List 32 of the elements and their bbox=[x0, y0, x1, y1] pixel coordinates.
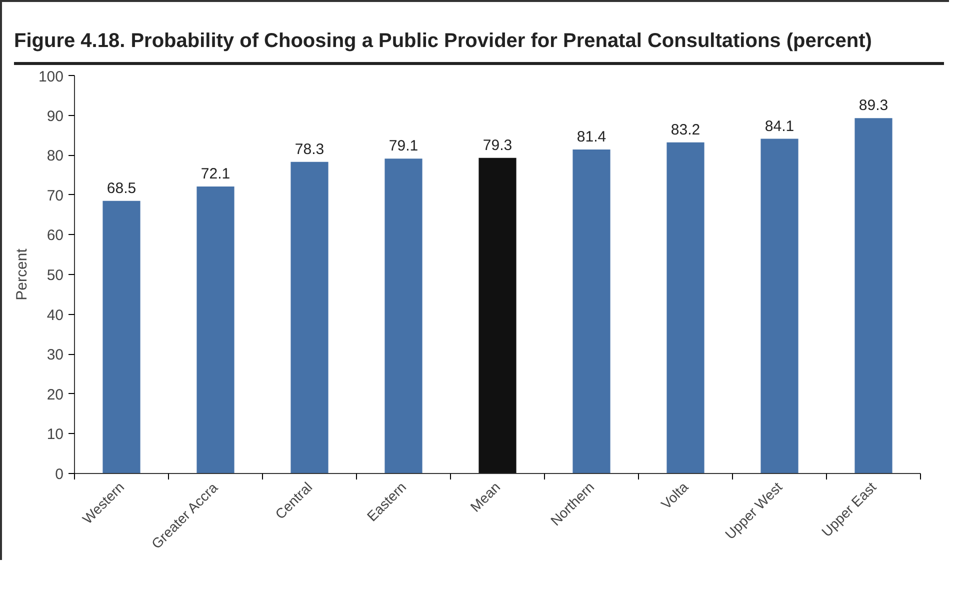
data-label: 89.3 bbox=[858, 97, 888, 114]
data-label: 84.1 bbox=[764, 118, 794, 135]
chart-title: Figure 4.18. Probability of Choosing a Public Provider for Prenatal Consultations (percent) bbox=[14, 29, 872, 54]
y-tick-label: 30 bbox=[46, 346, 64, 364]
bar bbox=[290, 162, 328, 474]
y-tick-label: 70 bbox=[46, 187, 64, 204]
data-label: 72.1 bbox=[200, 166, 230, 183]
bar bbox=[854, 118, 892, 474]
x-tick-label: Volta bbox=[658, 478, 692, 512]
bar bbox=[102, 200, 140, 474]
y-axis-title: Percent bbox=[13, 248, 30, 300]
bar bbox=[384, 158, 422, 474]
y-tick-label: 0 bbox=[55, 466, 64, 483]
y-tick-label: 80 bbox=[46, 148, 64, 165]
bar bbox=[760, 138, 798, 474]
data-label: 68.5 bbox=[106, 180, 136, 197]
data-label: 83.2 bbox=[670, 121, 700, 138]
y-tick-label: 50 bbox=[46, 267, 64, 284]
y-tick-label: 40 bbox=[46, 306, 64, 324]
y-tick-label: 100 bbox=[38, 68, 64, 86]
data-label: 81.4 bbox=[576, 128, 606, 146]
data-label: 78.3 bbox=[294, 140, 324, 158]
bar bbox=[196, 186, 234, 474]
y-tick-label: 10 bbox=[46, 426, 64, 444]
bar bbox=[478, 158, 516, 474]
data-label: 79.3 bbox=[482, 136, 512, 154]
y-tick-label: 90 bbox=[46, 108, 64, 125]
y-tick-label: 60 bbox=[46, 227, 64, 244]
data-label: 79.1 bbox=[388, 138, 418, 155]
y-tick-label: 20 bbox=[46, 386, 64, 404]
bar bbox=[666, 142, 704, 474]
bar bbox=[572, 150, 610, 474]
